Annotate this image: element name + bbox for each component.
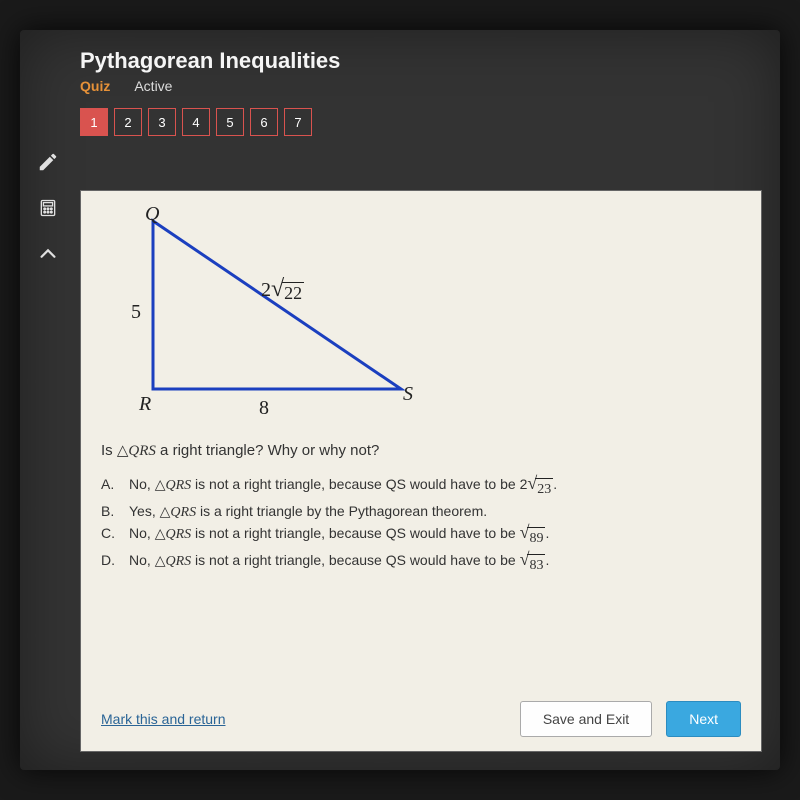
question-nav-1[interactable]: 1 [80,108,108,136]
question-nav-4[interactable]: 4 [182,108,210,136]
pencil-icon[interactable] [36,150,60,174]
collapse-icon[interactable] [36,242,60,266]
status-row: Quiz Active [80,78,756,94]
question-nav-7[interactable]: 7 [284,108,312,136]
answer-d-text: No, △QRS is not a right triangle, becaus… [129,550,549,577]
question-nav-3[interactable]: 3 [148,108,176,136]
prompt-lead: Is [101,442,117,459]
prompt-tri: QRS [128,443,156,459]
question-nav-5[interactable]: 5 [216,108,244,136]
tool-sidebar [30,150,66,266]
answer-a[interactable]: A. No, △QRS is not a right triangle, bec… [101,474,741,501]
vertex-label-q: Q [145,203,159,226]
answer-c[interactable]: C. No, △QRS is not a right triangle, bec… [101,523,741,550]
answer-b-text: Yes, △QRS is a right triangle by the Pyt… [129,501,487,524]
triangle-figure: Q R S 5 8 2√22 [101,209,441,429]
page-title: Pythagorean Inequalities [80,48,756,74]
answer-c-text: No, △QRS is not a right triangle, becaus… [129,523,549,550]
header: Pythagorean Inequalities Quiz Active [20,30,780,94]
mark-return-link[interactable]: Mark this and return [101,711,226,727]
footer-bar: Mark this and return Save and Exit Next [101,683,741,737]
answer-b-letter: B. [101,501,119,524]
triangle-shape [153,221,401,389]
answer-d-letter: D. [101,550,119,577]
answer-d[interactable]: D. No, △QRS is not a right triangle, bec… [101,550,741,577]
side-label-qs: 2√22 [261,279,304,304]
question-prompt: Is △QRS a right triangle? Why or why not… [101,441,741,460]
side-label-qr: 5 [131,301,141,324]
answer-list: A. No, △QRS is not a right triangle, bec… [101,474,741,577]
vertex-label-s: S [403,383,413,406]
vertex-label-r: R [139,393,151,416]
answer-b[interactable]: B. Yes, △QRS is a right triangle by the … [101,501,741,524]
triangle-svg [101,209,441,419]
status-quiz: Quiz [80,78,110,94]
calculator-icon[interactable] [36,196,60,220]
qs-radicand: 22 [282,282,304,304]
prompt-tail: a right triangle? Why or why not? [156,442,379,459]
side-label-rs: 8 [259,397,269,420]
app-screen: Pythagorean Inequalities Quiz Active 1 2… [20,30,780,770]
question-nav: 1 2 3 4 5 6 7 [80,108,780,136]
save-exit-button[interactable]: Save and Exit [520,701,652,737]
question-nav-6[interactable]: 6 [250,108,278,136]
status-active: Active [134,78,172,94]
question-panel: Q R S 5 8 2√22 Is △QRS a right triangle?… [80,190,762,752]
answer-c-letter: C. [101,523,119,550]
answer-a-text: No, △QRS is not a right triangle, becaus… [129,474,557,501]
qs-coef: 2 [261,279,271,301]
answer-a-letter: A. [101,474,119,501]
next-button[interactable]: Next [666,701,741,737]
question-nav-2[interactable]: 2 [114,108,142,136]
